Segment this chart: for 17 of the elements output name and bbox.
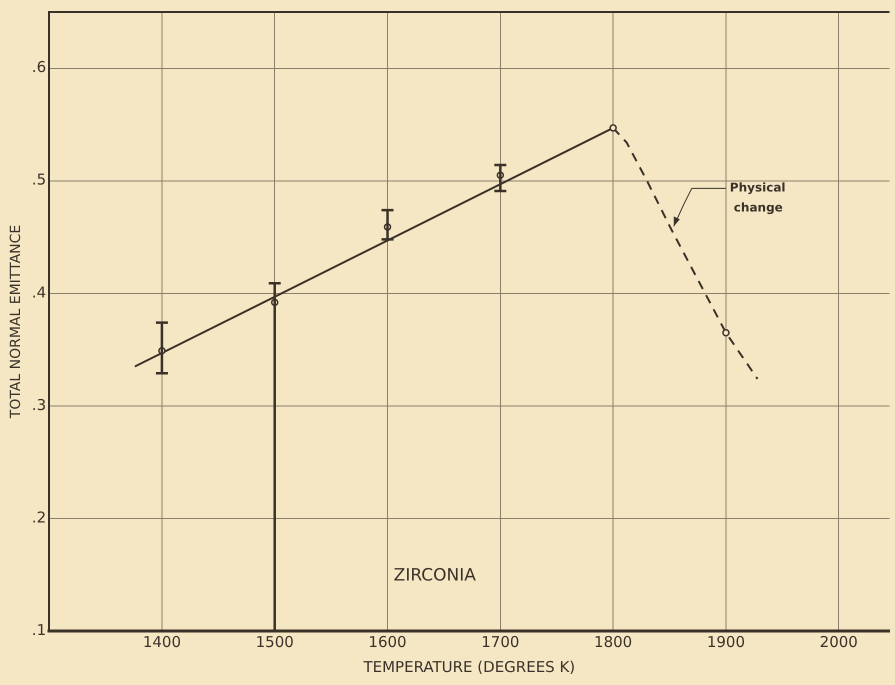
x-tick-label: 1600 bbox=[368, 632, 407, 651]
y-tick-label: .1 bbox=[32, 620, 46, 639]
x-tick-label: 1700 bbox=[481, 632, 520, 651]
x-tick-label: 1500 bbox=[256, 632, 294, 651]
y-tick-label: .4 bbox=[32, 283, 46, 302]
y-tick-label: .3 bbox=[32, 396, 46, 414]
x-axis-title: TEMPERATURE (DEGREES K) bbox=[362, 658, 576, 676]
y-tick-label: .2 bbox=[32, 508, 46, 526]
x-tick-label: 2000 bbox=[820, 632, 858, 651]
y-tick-label: .6 bbox=[32, 58, 46, 76]
x-tick-label: 1800 bbox=[594, 632, 632, 651]
annotation: ZIRCONIA bbox=[394, 565, 476, 586]
annotation: Physical change bbox=[730, 180, 786, 214]
x-tick-label: 1400 bbox=[142, 632, 182, 651]
y-tick-label: .5 bbox=[32, 170, 46, 189]
x-tick-label: 1900 bbox=[706, 632, 746, 651]
y-axis-title: TOTAL NORMAL EMITTANCE bbox=[8, 224, 24, 420]
